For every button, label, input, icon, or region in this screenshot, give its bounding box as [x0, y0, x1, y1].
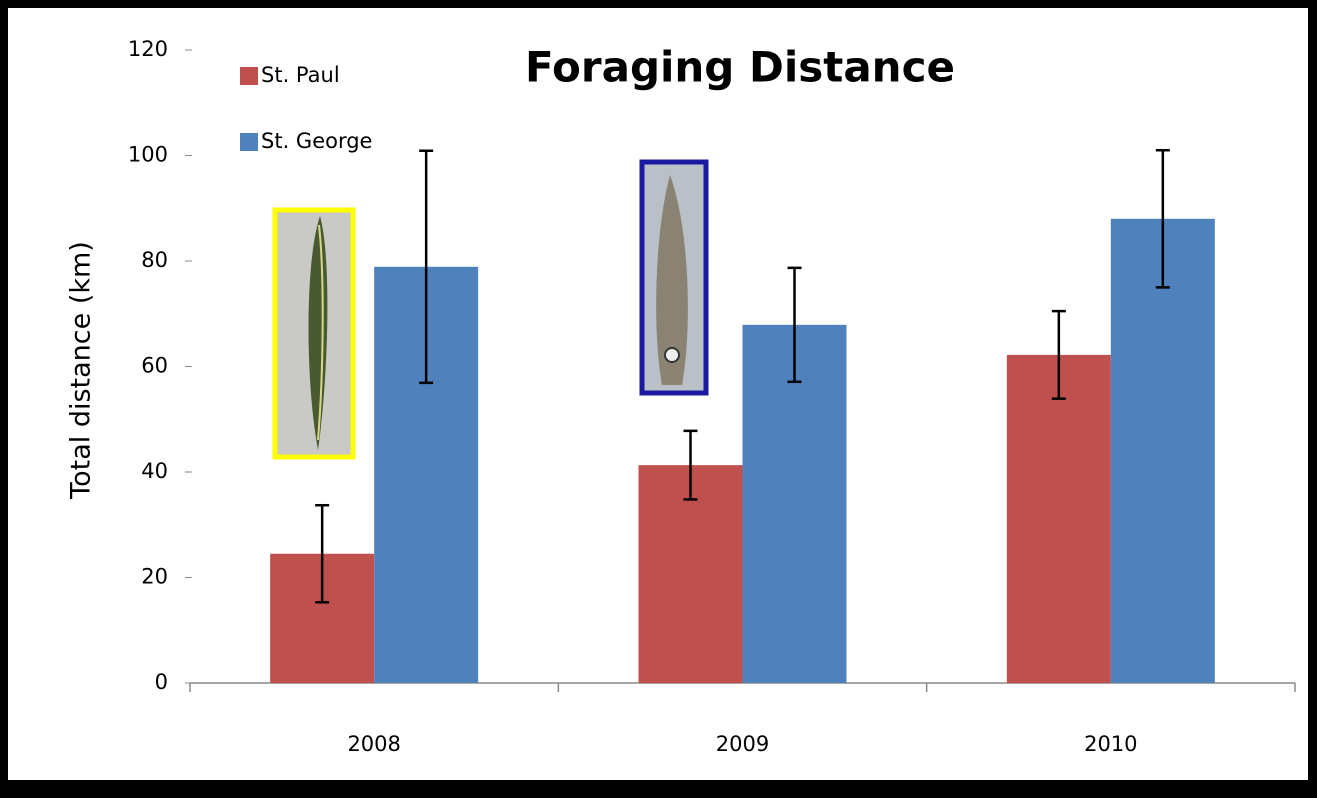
- y-tick-label: 60: [141, 354, 168, 378]
- fish-eye: [664, 347, 680, 363]
- fish-photo-2008: [272, 207, 356, 460]
- chart-title: Foraging Distance: [525, 43, 955, 92]
- bar: [638, 465, 743, 683]
- y-tick-label: 120: [128, 37, 168, 61]
- x-tick-label: 2010: [1084, 732, 1137, 756]
- fish: [656, 175, 688, 385]
- y-tick-label: 20: [141, 565, 168, 589]
- fish-photo-2009: [639, 159, 709, 396]
- y-tick-label: 80: [141, 248, 168, 272]
- y-tick-label: 0: [155, 670, 168, 694]
- error-bar: [419, 149, 434, 385]
- error-bar: [1155, 148, 1170, 289]
- bar: [1006, 354, 1111, 683]
- legend-swatch: [240, 67, 258, 85]
- error-bar: [1051, 309, 1066, 400]
- fish-stripe: [317, 224, 324, 441]
- legend-swatch: [240, 133, 258, 151]
- error-bar: [683, 429, 698, 501]
- y-tick-label: 100: [128, 143, 168, 167]
- bar: [742, 324, 847, 683]
- bar: [1110, 218, 1215, 684]
- y-tick-label: 40: [141, 459, 168, 483]
- y-axis-label: Total distance (km): [66, 241, 97, 500]
- legend-label: St. Paul: [261, 63, 340, 87]
- error-bar: [315, 503, 330, 604]
- error-bar: [787, 266, 802, 384]
- x-tick-label: 2008: [347, 732, 400, 756]
- x-tick-label: 2009: [716, 732, 769, 756]
- legend-label: St. George: [261, 129, 372, 153]
